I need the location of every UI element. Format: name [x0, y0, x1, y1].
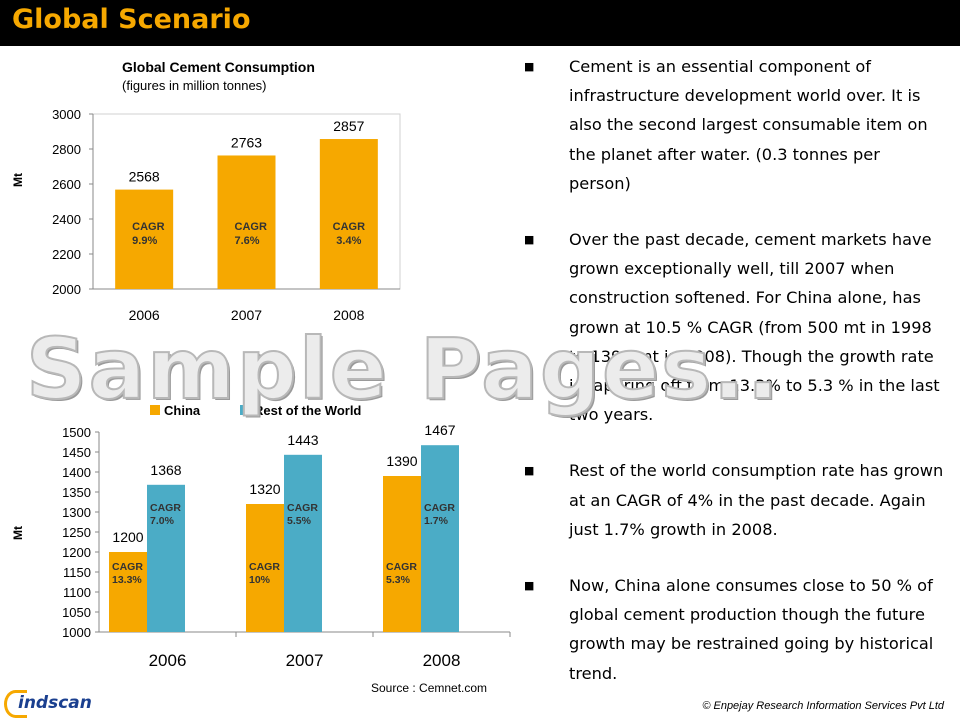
- data-label: 2857: [333, 118, 364, 134]
- data-label: 1467: [424, 422, 455, 438]
- bullet-square-icon: ■: [524, 464, 535, 478]
- bullet-text: Rest of the world consumption rate has g…: [569, 461, 944, 539]
- annotation-cagr: CAGR: [249, 561, 280, 573]
- legend-label: China: [164, 403, 201, 418]
- annotation-value: 5.3%: [386, 574, 411, 586]
- bar: [147, 484, 185, 632]
- bar: [284, 454, 322, 632]
- x-tick-label: 2008: [333, 307, 364, 323]
- data-label: 1443: [287, 432, 318, 448]
- logo-text: indscan: [18, 693, 92, 713]
- chart1-title: Global Cement Consumption: [122, 59, 315, 75]
- y-tick-label: 3000: [52, 107, 81, 122]
- bullet-list: ■ Cement is an essential component of inf…: [524, 52, 944, 715]
- annotation-value: 13.3%: [112, 574, 142, 586]
- bar: [319, 139, 378, 289]
- annotation-value: 9.9%: [132, 235, 157, 247]
- data-label: 1368: [150, 462, 181, 478]
- y-tick-label: 1100: [63, 585, 91, 600]
- legend-label: Rest of the World: [254, 403, 361, 418]
- annotation-cagr: CAGR: [386, 561, 417, 573]
- bullet-item: ■ Over the past decade, cement markets h…: [524, 225, 944, 429]
- data-label: 1390: [386, 453, 417, 469]
- bar: [383, 476, 421, 632]
- annotation-cagr: CAGR: [424, 502, 455, 514]
- bullet-square-icon: ■: [524, 579, 535, 593]
- annotation-cagr: CAGR: [150, 502, 181, 514]
- y-tick-label: 1450: [62, 445, 91, 460]
- bullet-item: ■ Cement is an essential component of inf…: [524, 52, 944, 198]
- legend-swatch: [150, 405, 160, 415]
- legend-swatch: [240, 405, 250, 415]
- source-note: Source : Cemnet.com: [371, 681, 488, 695]
- annotation-value: 10%: [249, 574, 271, 586]
- y-tick-label: 1200: [62, 545, 91, 560]
- y-tick-label: 2000: [52, 282, 81, 297]
- bullet-text: Cement is an essential component of infr…: [569, 57, 928, 193]
- y-tick-label: 1500: [62, 425, 91, 440]
- annotation-cagr: CAGR: [235, 221, 267, 233]
- x-tick-label: 2007: [286, 651, 324, 670]
- company-logo: indscan: [4, 690, 100, 718]
- bar: [246, 504, 284, 632]
- title-bar: Global Scenario: [0, 0, 960, 46]
- bar: [109, 552, 147, 632]
- x-tick-label: 2007: [231, 307, 262, 323]
- bullet-item: ■ Now, China alone consumes close to 50 %…: [524, 571, 944, 688]
- y-tick-label: 1400: [62, 465, 91, 480]
- data-label: 2568: [129, 169, 160, 185]
- bullet-text: Now, China alone consumes close to 50 % …: [569, 576, 934, 683]
- y-axis-label: Mt: [11, 526, 25, 540]
- y-tick-label: 1250: [62, 525, 91, 540]
- logo-swoosh-icon: [4, 690, 27, 718]
- annotation-value: 5.5%: [287, 515, 312, 527]
- annotation-value: 7.0%: [150, 515, 175, 527]
- x-tick-label: 2006: [149, 651, 187, 670]
- y-axis-label: Mt: [11, 173, 25, 187]
- annotation-value: 7.6%: [235, 235, 260, 247]
- slide-title: Global Scenario: [12, 4, 251, 35]
- data-label: 1200: [112, 529, 143, 545]
- y-tick-label: 1050: [62, 605, 91, 620]
- y-tick-label: 2400: [52, 212, 81, 227]
- annotation-value: 3.4%: [336, 235, 361, 247]
- y-tick-label: 2600: [52, 177, 81, 192]
- y-tick-label: 2200: [52, 247, 81, 262]
- x-tick-label: 2006: [129, 307, 160, 323]
- bullet-square-icon: ■: [524, 60, 535, 73]
- y-tick-label: 1300: [62, 505, 91, 520]
- bar: [115, 189, 174, 289]
- chart1-subtitle: (figures in million tonnes): [122, 78, 267, 93]
- bullet-square-icon: ■: [524, 233, 535, 247]
- bullet-item: ■ Rest of the world consumption rate has …: [524, 456, 944, 544]
- annotation-cagr: CAGR: [333, 221, 365, 233]
- bar: [217, 155, 276, 289]
- annotation-value: 1.7%: [424, 515, 449, 527]
- annotation-cagr: CAGR: [112, 561, 143, 573]
- x-tick-label: 2008: [423, 651, 461, 670]
- data-label: 1320: [249, 481, 280, 497]
- copyright-note: © Enpejay Research Information Services …: [702, 700, 944, 712]
- annotation-cagr: CAGR: [132, 221, 164, 233]
- y-tick-label: 1350: [62, 485, 91, 500]
- y-tick-label: 1150: [63, 565, 91, 580]
- y-tick-label: 2800: [52, 142, 81, 157]
- annotation-cagr: CAGR: [287, 502, 318, 514]
- bullet-text: Over the past decade, cement markets hav…: [569, 230, 940, 425]
- data-label: 2763: [231, 134, 262, 150]
- bar: [421, 445, 459, 632]
- y-tick-label: 1000: [62, 625, 91, 640]
